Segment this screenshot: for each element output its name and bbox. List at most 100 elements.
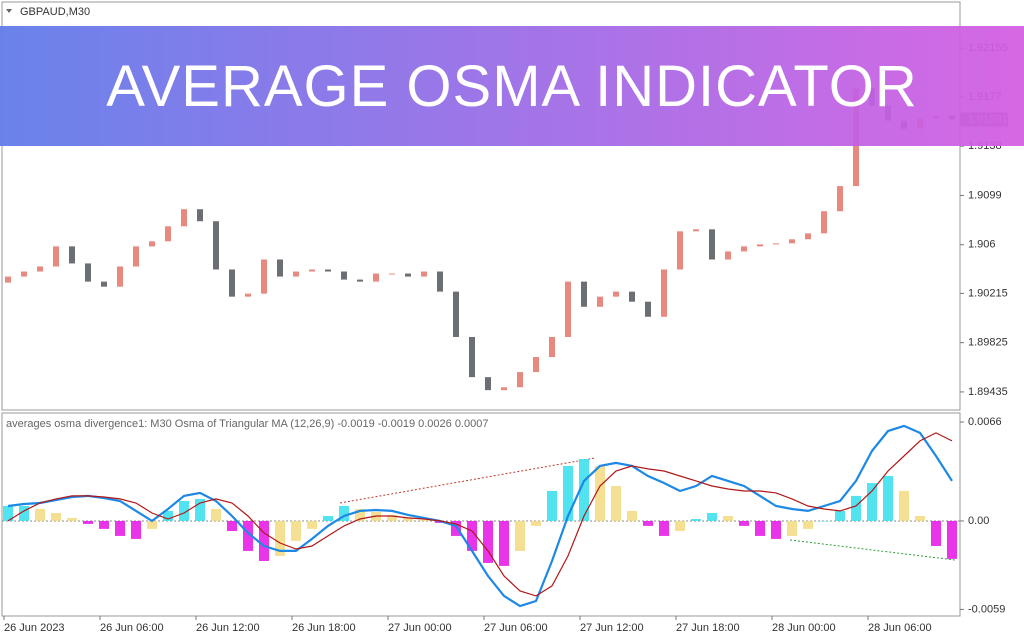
candle [277,259,283,277]
candle [53,246,59,267]
histogram-bar [163,510,173,521]
histogram-bar [835,510,845,521]
histogram-bar [99,520,109,529]
candle [181,209,187,227]
histogram-bar [451,520,461,536]
candle [581,281,587,307]
candle [533,357,539,373]
candle [5,276,11,283]
candle [773,243,779,245]
y-tick-label: 0.00 [968,515,989,527]
histogram-bar [707,513,717,521]
histogram-bar [739,520,749,526]
candle [101,281,107,287]
candle [565,281,571,337]
histogram-bar [611,486,621,521]
y-tick-label: -0.0059 [968,603,1005,615]
y-tick-label: 1.90215 [968,287,1008,299]
candle [725,251,731,260]
candle [165,226,171,242]
histogram-bar [419,519,429,521]
histogram-bar [323,515,333,521]
banner: AVERAGE OSMA INDICATOR [0,26,1024,146]
x-tick-label: 26 Jun 12:00 [196,622,260,634]
histogram-bar [131,520,141,539]
candle [341,271,347,280]
candle [437,271,443,292]
candle [629,291,635,302]
candle [293,271,299,277]
histogram-bar [147,520,157,529]
candle [645,301,651,317]
candle [149,241,155,247]
histogram-bar [19,505,29,521]
candle [197,209,203,222]
candle [373,273,379,282]
candle [549,336,555,358]
y-tick-label: 1.89825 [968,337,1008,349]
candle [597,296,603,307]
histogram-bar [675,520,685,531]
histogram-bar [931,520,941,546]
histogram-bar [227,520,237,531]
histogram-bar [851,495,861,521]
x-tick-label: 26 Jun 2023 [4,622,65,634]
candle [21,271,27,277]
histogram-bar [659,520,669,536]
histogram-bar [195,498,205,521]
histogram-bar [691,518,701,521]
x-tick-label: 27 Jun 12:00 [580,622,644,634]
histogram-bar [35,508,45,521]
candle [661,269,667,317]
candle [309,269,315,272]
histogram-bar [307,520,317,529]
histogram-bar [627,510,637,521]
indicator-label: averages osma divergence1: M30 Osma of T… [6,418,488,430]
candle [741,246,747,252]
oscillator-panel [1,412,961,617]
candle [613,291,619,297]
candle [805,233,811,240]
candle [421,271,427,277]
window-title: GBPAUD,M30 [20,6,90,18]
histogram-bar [915,515,925,521]
x-tick-label: 27 Jun 18:00 [676,622,740,634]
histogram-bar [787,520,797,536]
x-tick-label: 27 Jun 00:00 [388,622,452,634]
candle [453,291,459,337]
histogram-bar [259,520,269,561]
x-tick-label: 26 Jun 18:00 [292,622,356,634]
candle [69,246,75,264]
x-tick-label: 28 Jun 06:00 [868,622,932,634]
y-tick-label: 1.89435 [968,386,1008,398]
histogram-bar [83,520,93,524]
oscillator-line [7,432,953,597]
candle [821,211,827,234]
candle [757,244,763,247]
histogram-bar [867,483,877,521]
histogram-bar [403,517,413,521]
candle [261,259,267,294]
histogram-bar [51,513,61,521]
candle [389,273,395,275]
candle [709,229,715,260]
histogram-bar [819,520,829,522]
histogram-bar [803,520,813,529]
candle [37,266,43,272]
candle [357,279,363,282]
candle [469,336,475,378]
candle [693,229,699,232]
histogram-bar [595,465,605,521]
y-tick-label: 0.0066 [968,416,1002,428]
oscillator-line [7,424,953,608]
candle [837,186,843,212]
candle [677,231,683,270]
candle [213,221,219,270]
main-panel [1,1,961,411]
candle [485,377,491,391]
histogram-bar [387,514,397,521]
x-tick-label: 26 Jun 06:00 [100,622,164,634]
divergence-line [339,457,596,504]
dropdown-icon[interactable] [6,9,12,13]
histogram-bar [579,459,589,521]
